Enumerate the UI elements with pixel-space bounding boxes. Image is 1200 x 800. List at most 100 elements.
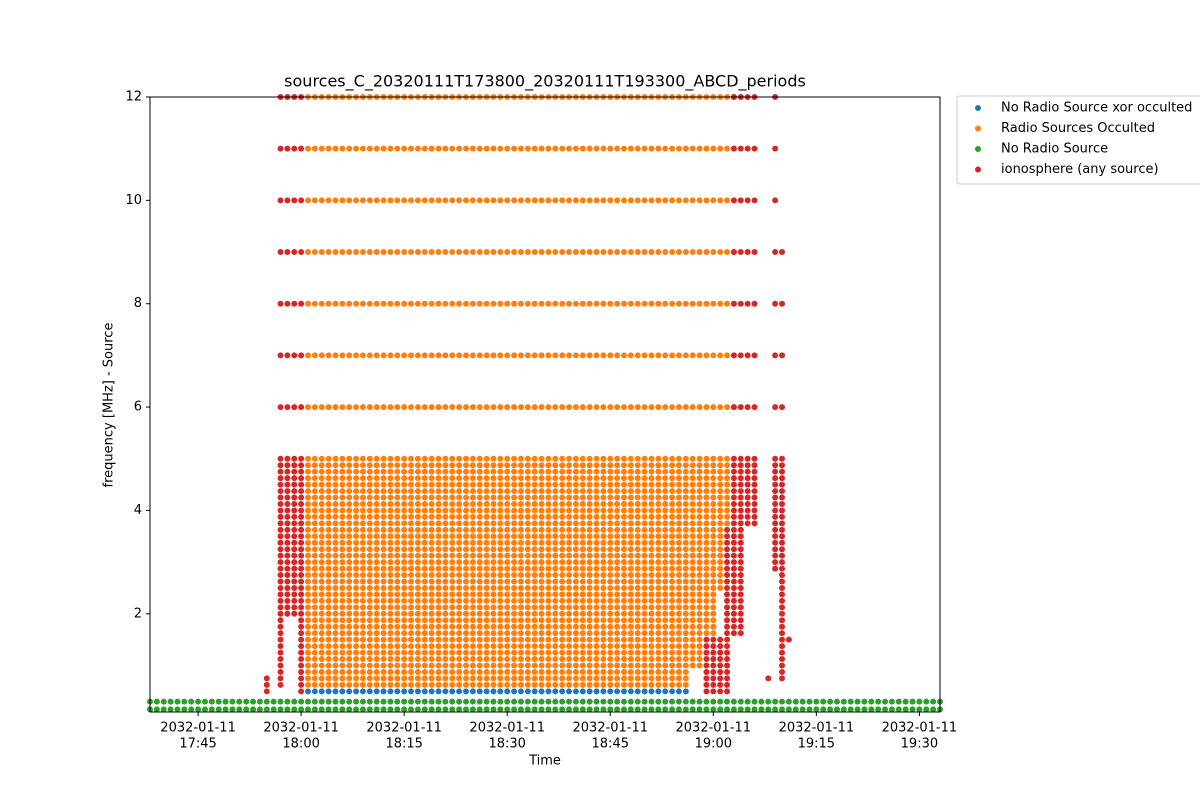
point	[621, 475, 627, 482]
point	[318, 455, 325, 462]
point	[442, 591, 449, 598]
point	[380, 649, 387, 656]
point	[298, 455, 305, 462]
point	[538, 591, 545, 598]
point	[442, 610, 449, 617]
point	[490, 623, 497, 630]
point	[373, 249, 380, 256]
point	[421, 481, 428, 488]
point	[559, 513, 566, 520]
point	[545, 698, 552, 705]
point	[476, 352, 483, 359]
point	[394, 197, 401, 204]
point	[579, 513, 586, 520]
point	[648, 539, 655, 546]
point	[751, 468, 758, 475]
point	[401, 145, 408, 152]
point	[490, 546, 497, 553]
point	[414, 507, 421, 514]
point	[634, 597, 641, 604]
point	[366, 706, 373, 713]
point	[634, 533, 641, 540]
point	[724, 468, 731, 475]
point	[572, 462, 579, 469]
point	[325, 698, 332, 705]
point	[435, 572, 442, 579]
point	[421, 591, 428, 598]
point	[469, 404, 476, 411]
point	[634, 197, 641, 204]
point	[895, 698, 902, 705]
point	[456, 630, 463, 637]
point	[669, 468, 676, 475]
point	[435, 404, 442, 411]
point	[504, 488, 511, 495]
point	[717, 462, 724, 469]
point	[511, 572, 518, 579]
point	[696, 507, 703, 514]
point	[284, 520, 291, 527]
point	[655, 526, 662, 533]
point	[394, 513, 401, 520]
point	[710, 352, 717, 359]
point	[359, 488, 366, 495]
point	[669, 591, 676, 598]
point	[689, 623, 696, 630]
point	[655, 352, 662, 359]
point	[648, 494, 655, 501]
point	[311, 533, 318, 540]
point	[552, 507, 559, 514]
point	[724, 643, 731, 650]
point	[332, 706, 339, 713]
point	[394, 636, 401, 643]
point	[311, 494, 318, 501]
point	[710, 688, 717, 695]
point	[765, 675, 772, 682]
point	[600, 597, 607, 604]
point	[669, 688, 676, 695]
point	[696, 706, 703, 713]
point	[751, 455, 758, 462]
point	[414, 668, 421, 675]
point	[600, 698, 607, 705]
point	[641, 145, 648, 152]
point	[325, 352, 332, 359]
point	[703, 698, 710, 705]
point	[414, 649, 421, 656]
point	[614, 706, 621, 713]
point	[621, 539, 627, 546]
point	[298, 565, 305, 572]
point	[318, 698, 325, 705]
point	[469, 675, 476, 682]
point	[641, 488, 648, 495]
point	[566, 145, 573, 152]
point	[675, 630, 682, 637]
point	[634, 706, 641, 713]
point	[305, 552, 311, 559]
point	[621, 145, 627, 152]
point	[291, 249, 298, 256]
point	[607, 352, 614, 359]
point	[339, 488, 346, 495]
point	[552, 197, 559, 204]
point	[524, 455, 531, 462]
point	[627, 649, 634, 656]
point	[655, 698, 662, 705]
point	[566, 698, 573, 705]
point	[243, 706, 250, 713]
point	[463, 494, 469, 501]
point	[490, 688, 497, 695]
point	[607, 475, 614, 482]
point	[353, 623, 360, 630]
point	[442, 643, 449, 650]
point	[696, 404, 703, 411]
point	[476, 630, 483, 637]
point	[408, 526, 415, 533]
point	[359, 546, 366, 553]
point	[305, 494, 311, 501]
point	[820, 706, 827, 713]
point	[724, 520, 731, 527]
point	[277, 300, 284, 307]
point	[435, 475, 442, 482]
point	[607, 649, 614, 656]
